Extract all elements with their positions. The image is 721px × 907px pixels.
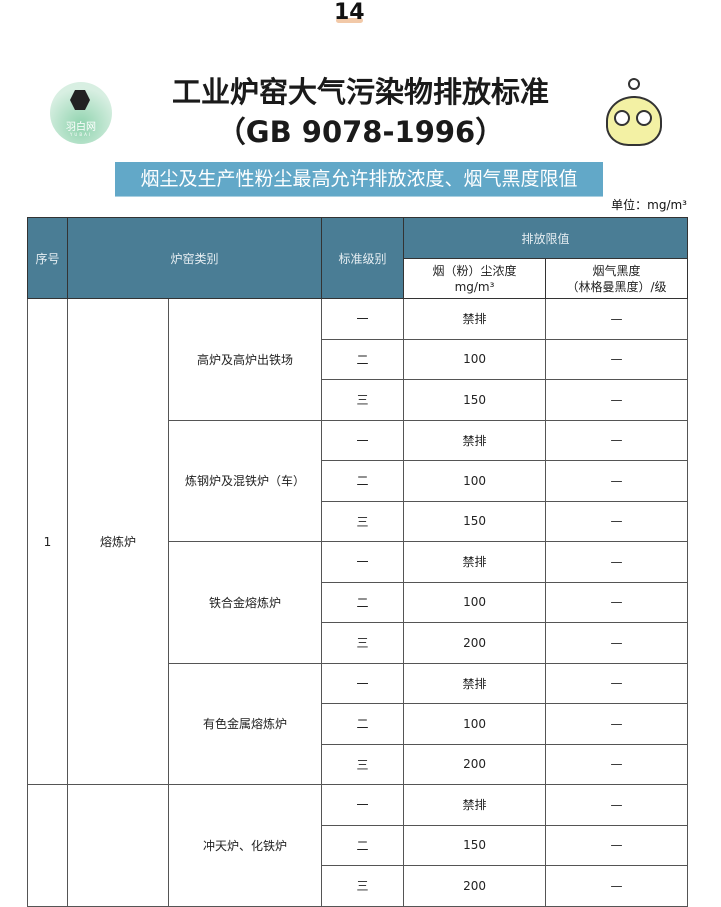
logo-text: 羽白网 [66,122,96,133]
level-cell: 三 [321,865,405,907]
smoke-cell: — [545,379,689,421]
table-row: 炼钢炉及混铁炉（车）一禁排 — [28,419,689,542]
table-row: 二 100— [28,581,689,623]
header-limits: 排放限值 [403,217,689,259]
smoke-cell: — [545,460,689,502]
dust-cell: 150 [403,500,547,542]
level-cell: 二 [321,703,405,745]
level-cell: 二 [321,581,405,623]
smoke-cell: — [545,419,689,461]
smoke-cell: — [545,622,689,664]
level-cell: 三 [321,622,405,664]
dust-cell: 100 [403,338,547,380]
dust-cell: 150 [403,824,547,866]
dust-cell: 禁排 [403,541,547,583]
smoke-cell: — [545,298,689,340]
dust-cell: 100 [403,703,547,745]
level-cell: 三 [321,500,405,542]
smoke-cell: — [545,338,689,380]
group-type [67,784,169,907]
table-row: 冲天炉、化铁炉一禁排 — [27,784,689,907]
smoke-cell: — [545,743,689,785]
smoke-cell: — [545,784,689,826]
table-row: 二 100— [28,460,689,502]
mascot-icon [606,78,662,146]
section-banner: 烟尘及生产性粉尘最高允许排放浓度、烟气黑度限值 [115,162,603,196]
table-row: 铁合金熔炼炉一禁排 — [28,541,689,664]
header-dust: 烟（粉）尘浓度 mg/m³ [403,258,547,299]
table-row: 二 100— [28,338,689,380]
logo-hex-icon [70,90,90,110]
smoke-cell: — [545,865,689,907]
table-row: 三 200— [28,865,689,907]
furnace-name: 铁合金熔炼炉 [167,541,323,664]
smoke-cell: — [545,703,689,745]
furnace-name: 高炉及高炉出铁场 [167,298,323,421]
dust-cell: 100 [403,460,547,502]
smoke-cell: — [545,541,689,583]
table-row: 三 200— [28,743,689,785]
dust-cell: 禁排 [403,298,547,340]
table-row: 1 熔炼炉 高炉及高炉出铁场一禁排 — [27,298,689,785]
dust-cell: 200 [403,622,547,664]
level-cell: 二 [321,338,405,380]
level-cell: 二 [321,824,405,866]
level-cell: 三 [321,379,405,421]
logo-subtext: YUBAI [69,132,93,137]
header-smoke: 烟气黑度 （林格曼黑度）/级 [545,258,689,299]
title-line2: （GB 9078-1996） [216,115,505,149]
dust-cell: 100 [403,581,547,623]
table-row: 有色金属熔炼炉一禁排 — [28,662,689,785]
table-row: 三 150— [28,379,689,421]
furnace-name: 炼钢炉及混铁炉（车） [167,419,323,542]
level-cell: 一 [321,662,405,704]
smoke-cell: — [545,824,689,866]
dust-cell: 禁排 [403,662,547,704]
page-title: 工业炉窑大气污染物排放标准 （GB 9078-1996） [0,72,721,152]
smoke-cell: — [545,662,689,704]
group-no [27,784,68,907]
level-cell: 一 [321,298,405,340]
level-cell: 一 [321,541,405,583]
furnace-name: 冲天炉、化铁炉 [167,784,323,907]
header-no: 序号 [27,217,68,299]
emission-table: 序号 炉窑类别 标准级别 排放限值 烟（粉）尘浓度 mg/m³ 烟气黑度 （林格曼黑… [27,217,689,907]
group-type: 熔炼炉 [67,298,169,785]
table-row: 三 200— [28,622,689,664]
table-row: 二 150— [28,824,689,866]
table-row: 三 150— [28,500,689,542]
dust-cell: 200 [403,865,547,907]
group-no: 1 [27,298,68,785]
header-category: 炉窑类别 [66,217,323,299]
furnace-name: 有色金属熔炼炉 [167,662,323,785]
page-number: 14 [334,0,365,25]
header-level: 标准级别 [321,217,405,299]
level-cell: 二 [321,460,405,502]
title-line1: 工业炉窑大气污染物排放标准 [171,75,549,109]
dust-cell: 200 [403,743,547,785]
smoke-cell: — [545,500,689,542]
logo: 羽白网 YUBAI [50,82,112,144]
level-cell: 一 [321,784,405,826]
table-row: 二 100— [28,703,689,745]
dust-cell: 禁排 [403,784,547,826]
level-cell: 一 [321,419,405,461]
unit-label: 单位：mg/m³ [611,198,687,212]
level-cell: 三 [321,743,405,785]
smoke-cell: — [545,581,689,623]
dust-cell: 禁排 [403,419,547,461]
dust-cell: 150 [403,379,547,421]
